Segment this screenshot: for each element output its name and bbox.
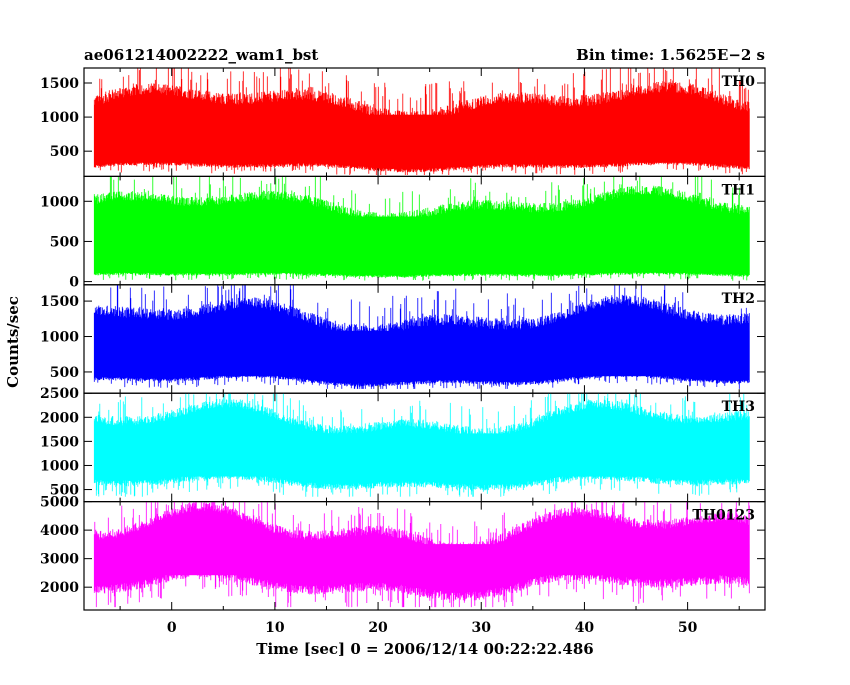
y-tick-label: 3000 xyxy=(40,552,79,568)
panel-th3: 500 1000 1500 2000 2500 TH3 xyxy=(40,386,766,503)
y-tick-label: 0 xyxy=(69,275,79,291)
y-tick-label: 1500 xyxy=(40,76,79,92)
panel-label-th2: TH2 xyxy=(722,291,755,307)
panel-label-th1: TH1 xyxy=(722,182,755,198)
panel-label-th0123: TH0123 xyxy=(692,508,755,524)
y-tick-label: 500 xyxy=(50,483,79,499)
panel-th0: 500 1000 1500 TH0 xyxy=(40,67,766,178)
y-axis-title: Counts/sec xyxy=(4,296,22,388)
series-core-th0123 xyxy=(94,544,750,576)
chart-title: ae061214002222_wam1_bst xyxy=(84,46,318,64)
panel-th2: 500 1000 1500 TH2 xyxy=(40,284,766,394)
y-tick-label: 1500 xyxy=(40,294,79,310)
series-core-th0 xyxy=(94,114,750,163)
y-tick-label: 500 xyxy=(50,234,79,250)
y-tick-label: 2000 xyxy=(40,580,79,596)
y-tick-label: 2000 xyxy=(40,410,79,426)
y-tick-label: 1000 xyxy=(40,194,79,210)
series-core-th2 xyxy=(94,330,750,377)
bin-time-label: Bin time: 1.5625E−2 s xyxy=(576,46,765,64)
x-tick-label: 50 xyxy=(678,620,698,636)
x-axis-title: Time [sec] 0 = 2006/12/14 00:22:22.486 xyxy=(256,640,593,658)
panel-th0123: 2000 3000 4000 5000 TH0123 xyxy=(40,495,766,611)
x-tick-label: 30 xyxy=(472,620,492,636)
panel-label-th3: TH3 xyxy=(722,399,755,415)
y-tick-label: 500 xyxy=(50,144,79,160)
y-tick-label: 1000 xyxy=(40,330,79,346)
x-tick-label: 10 xyxy=(265,620,285,636)
x-axis-ticks: 0 10 20 30 40 50 xyxy=(167,620,698,636)
y-tick-label: 1000 xyxy=(40,458,79,474)
series-core-th3 xyxy=(94,433,750,477)
y-tick-label: 4000 xyxy=(40,523,79,539)
x-tick-label: 40 xyxy=(575,620,595,636)
panel-th1: 0 500 1000 TH1 xyxy=(40,175,766,291)
y-tick-label: 1000 xyxy=(40,110,79,126)
panel-frame xyxy=(83,501,766,611)
panel-label-th0: TH0 xyxy=(722,74,756,90)
y-tick-label: 2500 xyxy=(40,386,79,402)
x-tick-label: 0 xyxy=(167,620,177,636)
y-tick-label: 500 xyxy=(50,365,79,381)
y-tick-label: 1500 xyxy=(40,434,79,450)
x-tick-label: 20 xyxy=(368,620,388,636)
y-tick-label: 5000 xyxy=(40,495,79,511)
series-core-th1 xyxy=(94,216,750,273)
